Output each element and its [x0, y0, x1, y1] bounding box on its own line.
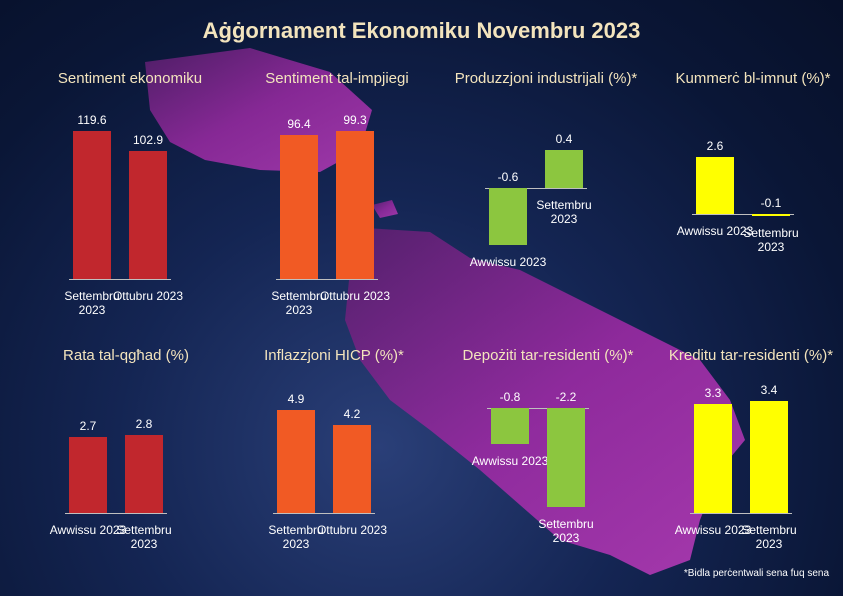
page-title: Aġġornament Ekonomiku Novembru 2023: [202, 18, 641, 43]
chart-title: Depożiti tar-residenti (%)*: [462, 347, 634, 364]
footnote: *Bidla perċentwali sena fuq sena: [683, 568, 829, 579]
category-label: Awwissu 2023: [674, 523, 752, 537]
bar: [694, 404, 732, 513]
bar: [125, 434, 163, 513]
value-label: 0.4: [555, 132, 573, 146]
value-label: 102.9: [132, 133, 164, 148]
value-label: -0.1: [760, 196, 782, 210]
bar: [129, 151, 167, 279]
category-label: Ottubru 2023: [112, 289, 184, 303]
category-label: Awwissu 2023: [469, 255, 547, 269]
category-label: Settembru 2023: [271, 289, 327, 317]
baseline: [273, 513, 375, 514]
baseline: [690, 513, 792, 514]
category-label: Settembru 2023: [268, 523, 324, 551]
category-label: Settembru 2023: [536, 198, 592, 226]
value-label: 96.4: [287, 117, 311, 132]
value-label: 2.7: [79, 419, 97, 434]
category-label: Awwissu 2023: [676, 224, 754, 238]
category-label: Settembru 2023: [116, 523, 172, 551]
bar: [547, 408, 585, 507]
value-label: -0.6: [497, 170, 519, 184]
chart-title: Kummerċ bl-imnut (%)*: [675, 70, 831, 87]
category-label: Awwissu 2023: [471, 454, 549, 468]
category-label: Ottubru 2023: [319, 289, 391, 303]
value-label: -0.8: [499, 390, 521, 404]
value-label: 3.3: [704, 386, 722, 401]
baseline: [65, 513, 167, 514]
bar: [336, 131, 374, 279]
bar: [69, 437, 107, 513]
chart-title: Sentiment tal-impjiegi: [265, 70, 409, 87]
bar: [333, 424, 371, 513]
chart-title: Produzzjoni industrijali (%)*: [454, 70, 638, 87]
value-label: 4.2: [343, 406, 361, 421]
value-label: 2.6: [706, 138, 724, 153]
chart-title: Sentiment ekonomiku: [57, 70, 203, 87]
bar: [73, 130, 111, 279]
category-label: Settembru 2023: [743, 226, 799, 255]
baseline: [485, 188, 587, 189]
category-label: Settembru 2023: [64, 289, 120, 317]
value-label: -2.2: [555, 390, 577, 404]
bar: [280, 135, 318, 279]
category-label: Ottubru 2023: [316, 523, 388, 537]
category-label: Awwissu 2023: [49, 523, 127, 537]
chart-title: Inflazzjoni HICP (%)*: [264, 347, 404, 364]
bar: [752, 214, 790, 217]
baseline: [69, 279, 171, 280]
baseline: [692, 214, 794, 215]
bar: [491, 408, 529, 444]
malta-shape: [345, 228, 745, 575]
chart-title: Kreditu tar-residenti (%)*: [668, 347, 834, 364]
value-label: 119.6: [77, 112, 107, 127]
comino-shape: [372, 200, 398, 218]
value-label: 3.4: [760, 382, 778, 397]
bar: [545, 150, 583, 188]
chart-title: Rata tal-qgħad (%): [63, 347, 189, 364]
value-label: 4.9: [287, 392, 305, 407]
category-label: Settembru 2023: [741, 523, 797, 551]
category-label: Settembru 2023: [538, 517, 594, 545]
value-label: 2.8: [135, 416, 153, 431]
bar: [696, 156, 734, 214]
bar: [277, 410, 315, 513]
bar: [489, 188, 527, 245]
bar: [750, 400, 788, 513]
baseline: [276, 279, 378, 280]
value-label: 99.3: [343, 113, 367, 128]
baseline: [487, 408, 589, 409]
